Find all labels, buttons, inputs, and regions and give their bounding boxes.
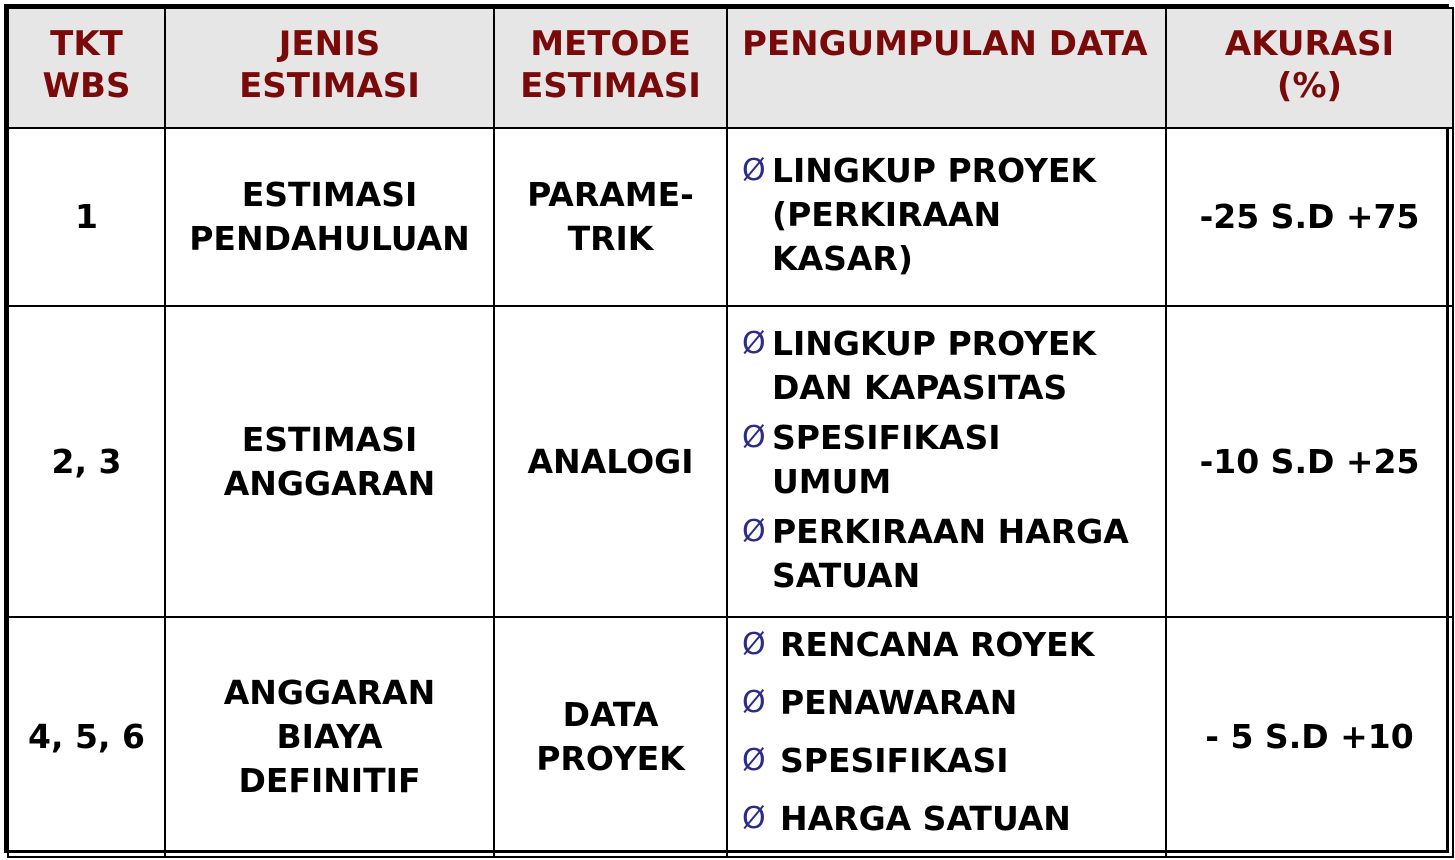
header-line: ESTIMASI <box>520 66 701 106</box>
cell-jenis: ESTIMASI PENDAHULUAN <box>164 127 495 307</box>
bullet-icon: Ø <box>742 743 766 778</box>
bullet-line: SPESIFIKASI <box>772 417 1001 457</box>
header-jenis-estimasi: JENIS ESTIMASI <box>164 7 495 129</box>
bullet-icon: Ø <box>742 513 766 549</box>
cell-tkt: 1 <box>7 127 166 307</box>
cell-akurasi: - 5 S.D +10 <box>1165 616 1454 858</box>
header-line: ESTIMASI <box>239 66 420 106</box>
bullet-item: Ø LINGKUP PROYEK (PERKIRAAN KASAR) <box>742 149 1165 281</box>
header-line: AKURASI <box>1224 24 1395 64</box>
bullet-item: Ø RENCANA ROYEK <box>742 623 1165 667</box>
bullet-item: Ø HARGA SATUAN <box>742 797 1165 841</box>
cell-line: PROYEK <box>536 739 685 778</box>
cell-line: DEFINITIF <box>238 761 421 800</box>
cell-line: PARAME- <box>527 175 694 214</box>
header-line: JENIS <box>278 24 381 64</box>
header-line: METODE <box>530 24 691 64</box>
estimation-table: TKT WBS JENIS ESTIMASI METODE ESTIMASI P… <box>7 7 1454 858</box>
bullet-item: Ø SPESIFIKASI <box>742 739 1165 783</box>
header-row: TKT WBS JENIS ESTIMASI METODE ESTIMASI P… <box>7 7 1454 129</box>
cell-line: ESTIMASI <box>241 419 418 459</box>
header-line: PENGUMPULAN DATA <box>742 24 1148 64</box>
bullet-line: SATUAN <box>772 555 921 595</box>
bullet-line: LINGKUP PROYEK <box>772 323 1096 363</box>
bullet-icon: Ø <box>742 685 766 720</box>
cell-line: ANGGARAN <box>223 463 436 503</box>
cell-line: ANGGARAN <box>223 673 436 712</box>
cell-line: ANALOGI <box>527 441 694 481</box>
cell-pengumpulan-data: Ø LINGKUP PROYEK (PERKIRAAN KASAR) <box>726 127 1167 307</box>
bullet-line: DAN KAPASITAS <box>772 367 1068 407</box>
cell-line: DATA <box>562 695 659 734</box>
cell-metode: PARAME- TRIK <box>493 127 728 307</box>
cell-pengumpulan-data: Ø LINGKUP PROYEK DAN KAPASITAS Ø SPESIFI… <box>726 305 1167 618</box>
cell-line: PENDAHULUAN <box>189 219 470 258</box>
bullet-list: Ø RENCANA ROYEK Ø PENAWARAN Ø SPESIFIKAS… <box>742 623 1165 841</box>
bullet-line: SPESIFIKASI <box>780 741 1009 780</box>
header-metode-estimasi: METODE ESTIMASI <box>493 7 728 129</box>
header-akurasi: AKURASI (%) <box>1165 7 1454 129</box>
bullet-line: LINGKUP PROYEK <box>772 151 1096 190</box>
bullet-line: PENAWARAN <box>780 683 1018 722</box>
cell-pengumpulan-data: Ø RENCANA ROYEK Ø PENAWARAN Ø SPESIFIKAS… <box>726 616 1167 858</box>
bullet-icon: Ø <box>742 419 766 455</box>
bullet-item: Ø SPESIFIKASI UMUM <box>742 416 1165 504</box>
header-tkt-wbs: TKT WBS <box>7 7 166 129</box>
bullet-item: Ø LINGKUP PROYEK DAN KAPASITAS <box>742 322 1165 410</box>
cell-line: ESTIMASI <box>241 175 418 214</box>
header-line: (%) <box>1276 66 1343 106</box>
cell-jenis: ANGGARAN BIAYA DEFINITIF <box>164 616 495 858</box>
bullet-icon: Ø <box>742 627 766 662</box>
bullet-icon: Ø <box>742 801 766 836</box>
cell-akurasi: -25 S.D +75 <box>1165 127 1454 307</box>
bullet-icon: Ø <box>742 325 766 361</box>
cell-line: TRIK <box>567 219 654 258</box>
cell-line: BIAYA <box>276 717 383 756</box>
header-line: WBS <box>42 66 131 106</box>
bullet-line: HARGA SATUAN <box>780 799 1071 838</box>
bullet-item: Ø PERKIRAAN HARGA SATUAN <box>742 510 1165 598</box>
cell-metode: DATA PROYEK <box>493 616 728 858</box>
bullet-icon: Ø <box>742 153 766 188</box>
table-row: 1 ESTIMASI PENDAHULUAN PARAME- TRIK Ø LI… <box>7 127 1454 307</box>
bullet-line: KASAR) <box>772 239 913 278</box>
table-row: 4, 5, 6 ANGGARAN BIAYA DEFINITIF DATA PR… <box>7 616 1454 858</box>
cell-tkt: 4, 5, 6 <box>7 616 166 858</box>
cell-metode: ANALOGI <box>493 305 728 618</box>
bullet-line: UMUM <box>772 461 892 501</box>
header-line: TKT <box>50 24 123 64</box>
bullet-line: RENCANA ROYEK <box>780 625 1095 664</box>
bullet-list: Ø LINGKUP PROYEK (PERKIRAAN KASAR) <box>742 149 1165 281</box>
cell-jenis: ESTIMASI ANGGARAN <box>164 305 495 618</box>
bullet-line: PERKIRAAN HARGA <box>772 511 1129 551</box>
cell-akurasi: -10 S.D +25 <box>1165 305 1454 618</box>
cell-tkt: 2, 3 <box>7 305 166 618</box>
bullet-item: Ø PENAWARAN <box>742 681 1165 725</box>
header-pengumpulan-data: PENGUMPULAN DATA <box>726 7 1167 129</box>
bullet-list: Ø LINGKUP PROYEK DAN KAPASITAS Ø SPESIFI… <box>742 322 1165 598</box>
estimation-table-container: TKT WBS JENIS ESTIMASI METODE ESTIMASI P… <box>4 4 1454 858</box>
bullet-line: (PERKIRAAN <box>772 195 1002 234</box>
table-row: 2, 3 ESTIMASI ANGGARAN ANALOGI Ø LINGKUP… <box>7 305 1454 618</box>
